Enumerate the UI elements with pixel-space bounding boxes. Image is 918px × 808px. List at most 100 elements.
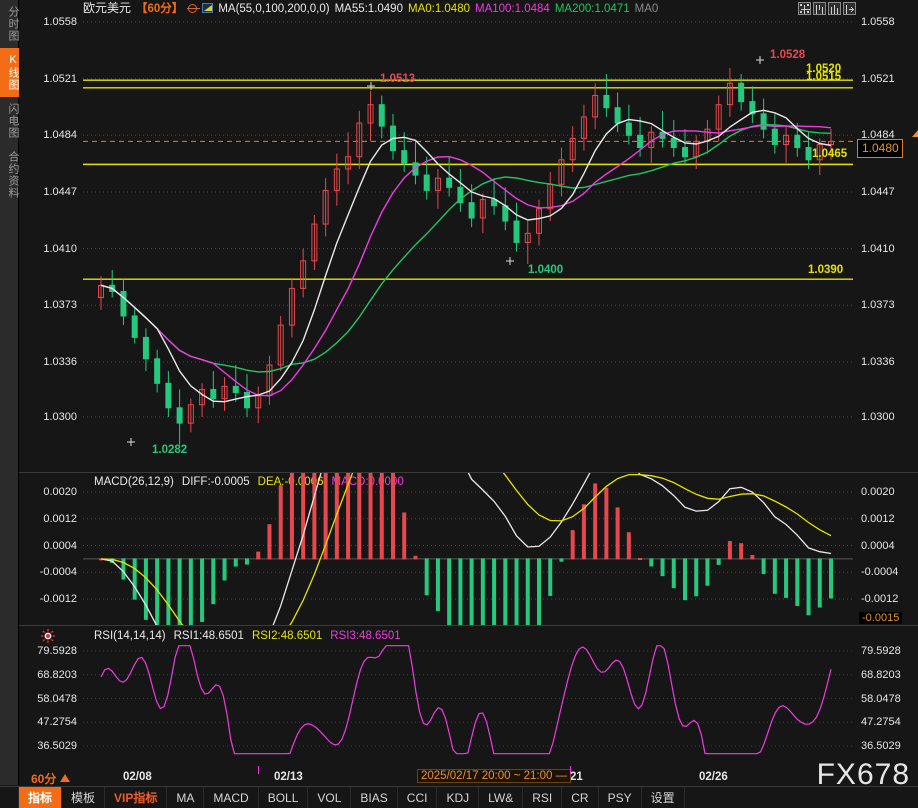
panel-divider-2	[19, 625, 918, 626]
toolbar-indicator[interactable]: 指标	[19, 787, 63, 808]
price-axis-label-right: 1.0410	[861, 242, 895, 255]
x-axis-tick-marker	[258, 766, 259, 774]
toolbar-cr[interactable]: CR	[562, 787, 599, 808]
price-axis-label-left: 1.0521	[43, 72, 77, 85]
rsi-axis-label-right: 47.2754	[861, 716, 901, 729]
ma55-value: MA55:1.0490	[334, 3, 403, 15]
fit-screen-icon[interactable]	[798, 2, 811, 15]
bottom-toolbar: 指标 模板 VIP指标 MA MACD BOLL VOL BIAS CCI KDJ LW& RSI CR…	[0, 786, 918, 808]
toolbar-kdj[interactable]: KDJ	[437, 787, 480, 808]
chart-header: 欧元美元 【60分】 MA(55,0,100,200,0,0) MA55:1.0490…	[19, 0, 918, 17]
alarm-icon[interactable]	[41, 629, 55, 643]
macd-axis-label-left: -0.0004	[39, 566, 77, 579]
rsi-title: RSI(14,14,14)	[94, 630, 166, 642]
toolbar-template[interactable]: 模板	[62, 787, 106, 808]
x-axis-label: 02/26	[699, 771, 728, 783]
macd-axis-label-left: -0.0012	[39, 593, 77, 605]
ma200-value: MA200:1.0471	[554, 3, 630, 15]
price-axis-label-left: 1.0558	[43, 16, 77, 28]
x-axis-tick-marker	[570, 766, 571, 774]
macd-axis-label-right: 0.0020	[861, 486, 895, 498]
price-arrow-icon	[912, 130, 918, 138]
macd-axis-label-left: 0.0012	[43, 512, 77, 525]
low-marker-2: 1.0282	[152, 444, 188, 456]
triangle-up-icon	[60, 774, 71, 782]
rsi-axis-label-left: 36.5029	[37, 740, 77, 752]
price-axis-label-right: 1.0447	[861, 185, 895, 198]
x-axis-label: 02/13	[274, 771, 303, 783]
macd-chart-svg	[83, 473, 853, 625]
toolbar-lw[interactable]: LW&	[479, 787, 524, 808]
macd-current-value-box: -0.0015	[859, 612, 903, 624]
chart-main-area: 欧元美元 【60分】 MA(55,0,100,200,0,0) MA55:1.0490…	[19, 0, 918, 791]
rsi-axis-label-left: 47.2754	[37, 716, 77, 729]
price-axis-label-right: 1.0521	[861, 72, 895, 85]
macd-axis-label-right: 0.0012	[861, 512, 895, 525]
ma100-value: MA100:1.0484	[475, 3, 550, 15]
high-marker-1: 1.0528	[770, 49, 806, 61]
toolbar-psy[interactable]: PSY	[599, 787, 642, 808]
price-axis-label-left: 1.0373	[43, 299, 77, 312]
period-badge[interactable]: 60分	[31, 770, 71, 787]
chart-type-icon[interactable]	[202, 3, 214, 13]
toolbar-settings[interactable]: 设置	[642, 787, 685, 808]
price-axis-label-left: 1.0484	[43, 129, 77, 142]
toolbar-ma[interactable]: MA	[167, 787, 205, 808]
rsi-axis-label-left: 79.5928	[37, 645, 77, 657]
price-axis-label-right: 1.0300	[861, 411, 895, 423]
rsi1: RSI1:48.6501	[173, 630, 244, 642]
macd-diff: DIFF:-0.0005	[181, 476, 250, 488]
window-controls	[798, 2, 856, 15]
left-sidebar: 分时图 K线图闪电图合约资料	[0, 0, 19, 785]
rsi2: RSI2:48.6501	[251, 630, 323, 642]
rsi-legend: RSI(14,14,14) RSI1:48.6501 RSI2:48.6501 RSI…	[94, 630, 409, 642]
symbol-name: 欧元美元	[83, 1, 132, 15]
split-left-icon[interactable]	[813, 2, 826, 15]
toolbar-rsi[interactable]: RSI	[523, 787, 563, 808]
x-axis-label: 02/08	[123, 771, 152, 783]
price-axis-label-right: 1.0558	[861, 16, 895, 28]
macd-axis-label-right: 0.0004	[861, 539, 895, 552]
x-axis-tooltip: 2025/02/17 20:00 ~ 21:00 —	[417, 769, 572, 783]
macd-axis-label-right: -0.0004	[861, 566, 899, 579]
toolbar-macd[interactable]: MACD	[204, 787, 259, 808]
ma0-value: MA0:1.0480	[407, 3, 470, 15]
price-axis-label-right: 1.0336	[861, 355, 895, 368]
price-axis-label-left: 1.0336	[43, 355, 77, 368]
price-axis-label-left: 1.0447	[43, 185, 77, 198]
high-marker-2: 1.0513	[380, 73, 416, 85]
sidebar-item-timeshare[interactable]: 分时图	[7, 6, 19, 42]
crosshair-icon[interactable]	[187, 4, 201, 13]
rsi-axis-label-left: 68.8203	[37, 668, 77, 681]
toolbar-cci[interactable]: CCI	[398, 787, 438, 808]
ma-formula: MA(55,0,100,200,0,0)	[218, 3, 330, 15]
rsi-axis-label-right: 79.5928	[861, 645, 901, 657]
current-price-box[interactable]: 1.0480	[857, 139, 903, 159]
sidebar-item-kline[interactable]: K线图	[0, 48, 19, 97]
rsi-axis-label-right: 68.8203	[861, 668, 901, 681]
sidebar-item-lightning[interactable]: 闪电图	[7, 103, 19, 139]
price-axis-label-right: 1.0484	[861, 129, 895, 142]
sidebar-item-contract[interactable]: 合约资料	[7, 151, 19, 199]
rsi-axis-label-right: 58.0478	[861, 692, 901, 705]
rsi-chart-svg	[83, 645, 853, 755]
expand-right-icon[interactable]	[843, 2, 856, 15]
rsi-axis-label-left: 58.0478	[37, 692, 77, 705]
toolbar-vol[interactable]: VOL	[308, 787, 352, 808]
low-marker-1: 1.0400	[528, 264, 564, 276]
price-axis-label-left: 1.0410	[43, 242, 77, 255]
watermark: FX678	[816, 758, 910, 791]
hline-label-3: 1.0465	[812, 148, 848, 160]
toolbar-vip[interactable]: VIP指标	[105, 787, 168, 808]
toolbar-boll[interactable]: BOLL	[259, 787, 309, 808]
price-axis-label-right: 1.0373	[861, 299, 895, 312]
rsi-axis-label-right: 36.5029	[861, 740, 901, 752]
price-axis-label-left: 1.0300	[43, 411, 77, 423]
period-label: 【60分】	[136, 3, 184, 15]
price-chart-svg	[83, 21, 853, 446]
toolbar-bias[interactable]: BIAS	[351, 787, 398, 808]
split-right-icon[interactable]	[828, 2, 841, 15]
hline-label-2: 1.0515	[806, 71, 842, 83]
rsi3: RSI3:48.6501	[330, 630, 401, 642]
